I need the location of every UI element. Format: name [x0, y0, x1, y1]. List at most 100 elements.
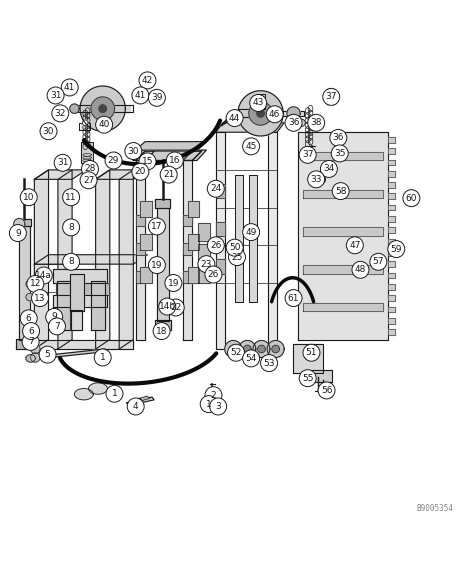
Text: B9005354: B9005354 — [417, 504, 454, 513]
Text: 22: 22 — [170, 303, 182, 312]
Polygon shape — [303, 228, 383, 236]
Text: 1: 1 — [111, 389, 118, 398]
Circle shape — [323, 88, 340, 105]
Polygon shape — [249, 101, 273, 125]
Polygon shape — [238, 91, 283, 136]
Text: 19: 19 — [151, 260, 163, 269]
Text: 15: 15 — [142, 157, 153, 166]
Polygon shape — [388, 250, 395, 256]
Text: 24: 24 — [210, 185, 221, 193]
Circle shape — [243, 224, 260, 241]
Circle shape — [330, 130, 347, 147]
Polygon shape — [267, 341, 284, 358]
Text: 37: 37 — [326, 92, 337, 101]
Text: 8: 8 — [68, 258, 74, 266]
Polygon shape — [388, 171, 395, 177]
Polygon shape — [303, 265, 383, 273]
Circle shape — [299, 147, 316, 164]
Polygon shape — [35, 340, 133, 349]
Circle shape — [332, 183, 349, 200]
Polygon shape — [388, 216, 395, 222]
Circle shape — [32, 290, 48, 307]
Circle shape — [23, 323, 39, 340]
Polygon shape — [136, 215, 145, 226]
Text: 2: 2 — [210, 391, 216, 400]
Polygon shape — [183, 161, 192, 340]
Circle shape — [320, 161, 337, 178]
Circle shape — [132, 164, 149, 181]
Text: 40: 40 — [99, 120, 110, 129]
Text: 19: 19 — [168, 278, 179, 288]
Text: 46: 46 — [269, 110, 281, 119]
Polygon shape — [229, 345, 237, 353]
Polygon shape — [293, 344, 322, 372]
Circle shape — [27, 276, 44, 293]
Text: 56: 56 — [321, 386, 332, 395]
Circle shape — [160, 166, 177, 183]
Text: 7: 7 — [28, 337, 34, 346]
Circle shape — [61, 79, 78, 96]
Text: 49: 49 — [246, 228, 257, 237]
Circle shape — [105, 152, 122, 169]
Text: 6: 6 — [28, 327, 34, 336]
Polygon shape — [17, 338, 32, 349]
Polygon shape — [26, 355, 36, 362]
Polygon shape — [26, 293, 34, 301]
Text: 53: 53 — [263, 359, 275, 367]
Polygon shape — [312, 370, 331, 382]
Text: 59: 59 — [391, 245, 402, 254]
Circle shape — [205, 387, 222, 404]
Text: 23: 23 — [201, 260, 212, 269]
Polygon shape — [136, 151, 155, 161]
Polygon shape — [82, 120, 88, 126]
Polygon shape — [225, 341, 242, 358]
Polygon shape — [336, 133, 346, 141]
Polygon shape — [31, 344, 40, 354]
Polygon shape — [136, 271, 145, 283]
Polygon shape — [96, 170, 147, 179]
Text: 13: 13 — [34, 294, 46, 303]
Circle shape — [82, 161, 99, 178]
Text: 1: 1 — [100, 353, 106, 362]
Circle shape — [228, 344, 245, 361]
Polygon shape — [388, 295, 395, 301]
Circle shape — [139, 153, 156, 170]
Polygon shape — [35, 255, 147, 264]
Polygon shape — [198, 244, 210, 262]
Circle shape — [46, 308, 63, 325]
Circle shape — [54, 155, 71, 171]
Text: 12: 12 — [30, 280, 41, 289]
Polygon shape — [388, 273, 395, 278]
Circle shape — [40, 123, 57, 140]
Text: 14b: 14b — [159, 302, 176, 311]
Text: 1: 1 — [206, 400, 211, 409]
Polygon shape — [71, 310, 82, 330]
Circle shape — [125, 143, 142, 160]
Polygon shape — [26, 335, 36, 344]
Polygon shape — [136, 161, 145, 340]
Text: 39: 39 — [151, 93, 163, 102]
Polygon shape — [183, 243, 192, 255]
Polygon shape — [140, 200, 152, 217]
Polygon shape — [388, 194, 395, 199]
Circle shape — [388, 241, 405, 258]
Text: 36: 36 — [288, 118, 299, 127]
Text: 57: 57 — [373, 258, 384, 266]
Polygon shape — [279, 110, 303, 116]
Polygon shape — [155, 199, 170, 208]
Polygon shape — [250, 175, 256, 302]
Circle shape — [261, 355, 277, 372]
Polygon shape — [74, 388, 93, 400]
Circle shape — [226, 239, 243, 256]
Circle shape — [370, 254, 387, 271]
Text: 14a: 14a — [36, 271, 52, 280]
Circle shape — [299, 370, 316, 387]
Circle shape — [205, 266, 222, 283]
Text: 50: 50 — [229, 243, 240, 252]
Text: 9: 9 — [15, 229, 21, 238]
Polygon shape — [388, 148, 395, 154]
Polygon shape — [216, 184, 225, 198]
Circle shape — [148, 89, 165, 106]
Polygon shape — [55, 283, 109, 295]
Polygon shape — [136, 243, 145, 255]
